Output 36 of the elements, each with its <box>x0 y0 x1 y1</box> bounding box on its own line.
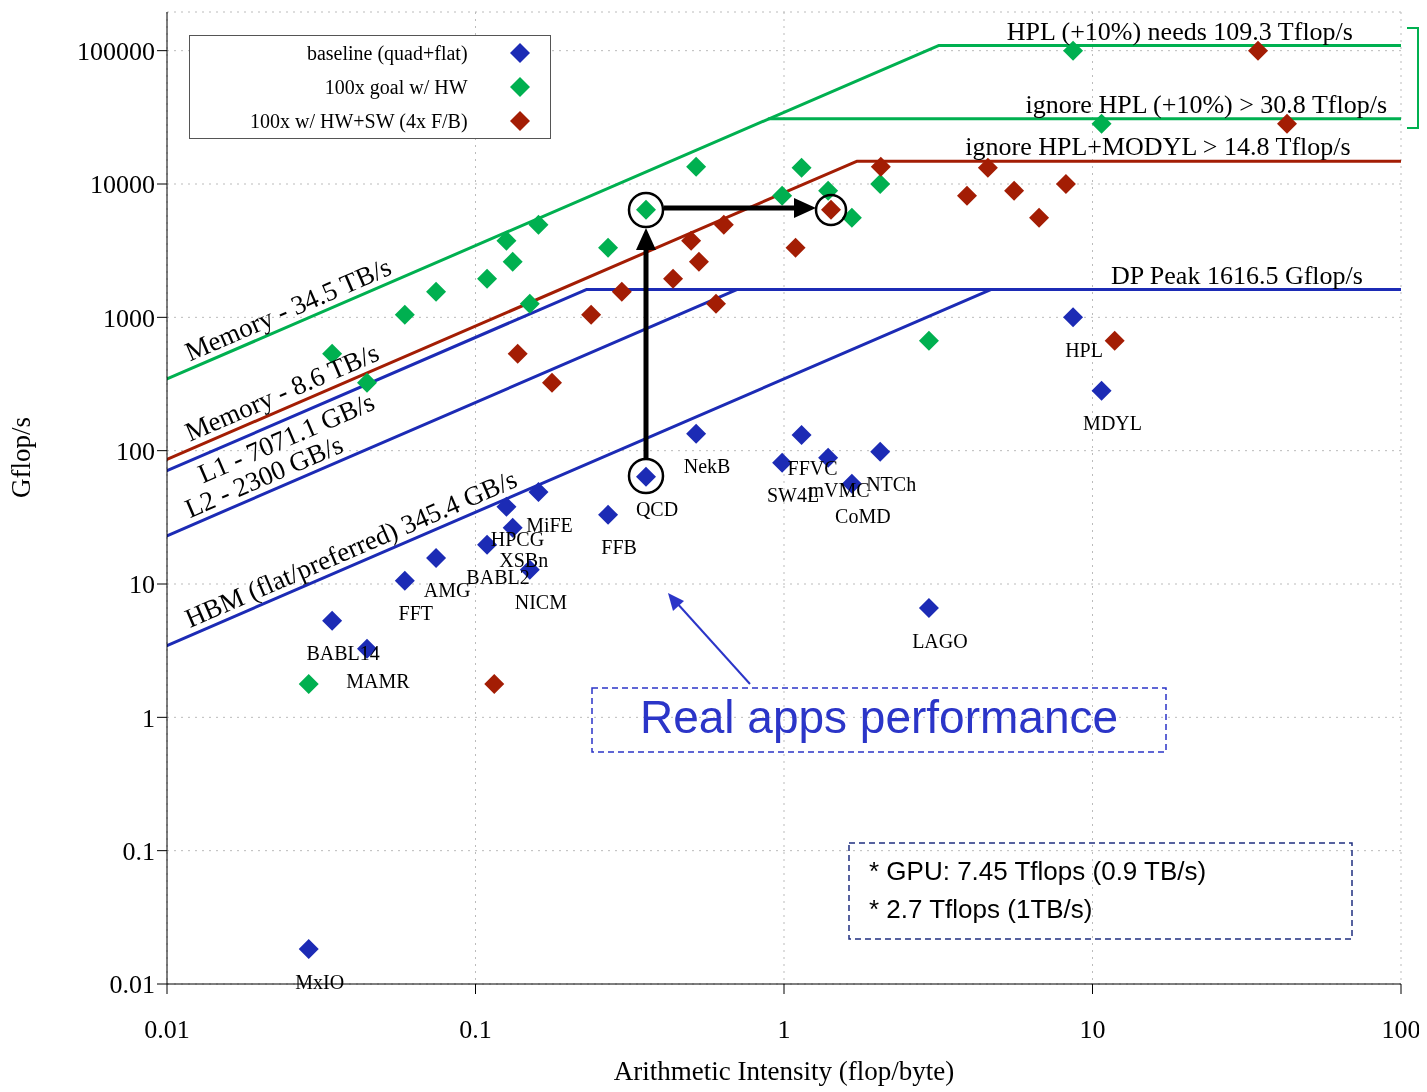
annotation: CoMD <box>835 505 891 528</box>
y-tick-label: 100 <box>116 436 155 466</box>
y-axis-title: Gflop/s <box>5 417 36 498</box>
x-tick-label: 10 <box>1079 1015 1106 1045</box>
annotation: NICM <box>514 591 568 614</box>
x-axis-title: Arithmetic Intensity (flop/byte) <box>613 1056 955 1086</box>
y-tick-label: 1 <box>142 703 155 733</box>
annotation: MAMR <box>346 670 411 693</box>
annotation: QCD <box>635 498 679 521</box>
series-label: ignore HPL (+10%) > 30.8 Tflop/s <box>1025 89 1387 119</box>
annotation: * GPU: 7.45 Tflops (0.9 TB/s) <box>869 855 1207 886</box>
annotation: FFB <box>601 536 637 559</box>
x-tick-label: 0.1 <box>459 1015 492 1045</box>
annotation: MxIO <box>295 970 345 993</box>
annotation: Real apps performance <box>639 691 1119 744</box>
annotation: NekB <box>683 455 731 478</box>
y-tick-label: 0.1 <box>122 836 155 866</box>
annotation: MDYL <box>1083 412 1143 435</box>
annotation: HPL <box>1065 338 1103 361</box>
x-tick-label: 100 <box>1381 1015 1421 1045</box>
y-tick-label: 1000 <box>103 303 155 333</box>
y-tick-label: 10 <box>129 570 155 600</box>
annotation: DP Peak 1616.5 Gflop/s <box>1111 260 1363 290</box>
annotation: * 2.7 Tflops (1TB/s) <box>869 893 1093 924</box>
legend-label: 100x w/ HW+SW (4x F/B) <box>250 109 468 134</box>
legend-label: 100x goal w/ HW <box>324 75 468 101</box>
x-tick-label: 1 <box>777 1015 791 1045</box>
y-tick-label: 100000 <box>77 36 155 66</box>
y-tick-label: 0.01 <box>109 970 155 1000</box>
annotation: ignore HPL+MODYL > 14.8 Tflop/s <box>965 132 1351 162</box>
annotation: FFT <box>398 602 434 625</box>
legend-label: baseline (quad+flat) <box>306 41 468 67</box>
annotation: HPL (+10%) needs 109.3 Tflop/s <box>1006 16 1353 46</box>
annotation: LAGO <box>912 629 968 652</box>
y-tick-label: 10000 <box>90 170 155 200</box>
annotation: FFVC <box>787 456 838 479</box>
